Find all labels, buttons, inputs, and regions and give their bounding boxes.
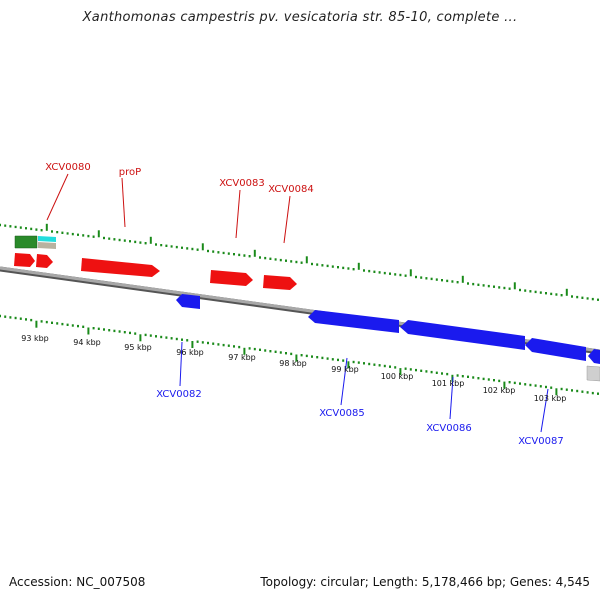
label-leader-line xyxy=(540,388,549,433)
accession-label: Accession: NC_007508 xyxy=(9,575,146,589)
gene-label-prop[interactable]: proP xyxy=(119,167,141,178)
gene-label-xcv0080[interactable]: XCV0080 xyxy=(45,162,90,173)
scale-label: 98 kbp xyxy=(279,359,307,368)
outer-tick-ring xyxy=(0,223,599,301)
gene-label-xcv0087[interactable]: XCV0087 xyxy=(518,436,563,447)
reverse-gene-arrow[interactable] xyxy=(176,294,200,309)
forward-gene-arrow[interactable] xyxy=(36,254,53,268)
label-leader-line xyxy=(121,177,126,228)
cyan-feature-block[interactable] xyxy=(38,236,56,242)
reverse-gene-arrow[interactable] xyxy=(308,310,399,333)
scale-label: 99 kbp xyxy=(331,365,359,374)
gene-label-xcv0084[interactable]: XCV0084 xyxy=(268,184,313,195)
reverse-gene-arrow[interactable] xyxy=(588,349,600,364)
reverse-gene-arrow[interactable] xyxy=(400,320,525,350)
forward-gene-arrow[interactable] xyxy=(14,253,35,267)
scale-label: 102 kbp xyxy=(483,386,516,395)
forward-gene-arrow[interactable] xyxy=(210,270,253,286)
gene-label-xcv0086[interactable]: XCV0086 xyxy=(426,423,471,434)
gene-label-xcv0082[interactable]: XCV0082 xyxy=(156,389,201,400)
gray-feature-block[interactable] xyxy=(586,365,600,382)
scale-label: 93 kbp xyxy=(21,334,49,343)
scale-label: 100 kbp xyxy=(381,372,414,381)
inner-tick-ring xyxy=(0,314,599,396)
forward-gene-arrow[interactable] xyxy=(81,258,160,277)
reverse-gene-arrow[interactable] xyxy=(525,338,586,361)
tan-feature-block[interactable] xyxy=(38,242,56,249)
scale-label: 97 kbp xyxy=(228,353,256,362)
genome-summary-label: Topology: circular; Length: 5,178,466 bp… xyxy=(260,575,590,589)
forward-gene-arrow[interactable] xyxy=(263,275,297,290)
scale-label: 103 kbp xyxy=(534,394,567,403)
map-title: Xanthomonas campestris pv. vesicatoria s… xyxy=(82,10,518,25)
label-leader-line xyxy=(340,357,348,406)
label-leader-line xyxy=(283,195,291,244)
label-leader-line xyxy=(179,341,183,387)
scale-label: 101 kbp xyxy=(432,379,465,388)
label-leader-line xyxy=(46,173,69,221)
gene-label-xcv0085[interactable]: XCV0085 xyxy=(319,408,364,419)
scale-label: 96 kbp xyxy=(176,348,204,357)
label-leader-line xyxy=(449,376,454,420)
scale-label: 94 kbp xyxy=(73,338,101,347)
scale-label: 95 kbp xyxy=(124,343,152,352)
gene-label-xcv0083[interactable]: XCV0083 xyxy=(219,178,264,189)
label-leader-line xyxy=(235,189,241,239)
green-feature-block[interactable] xyxy=(14,235,38,249)
